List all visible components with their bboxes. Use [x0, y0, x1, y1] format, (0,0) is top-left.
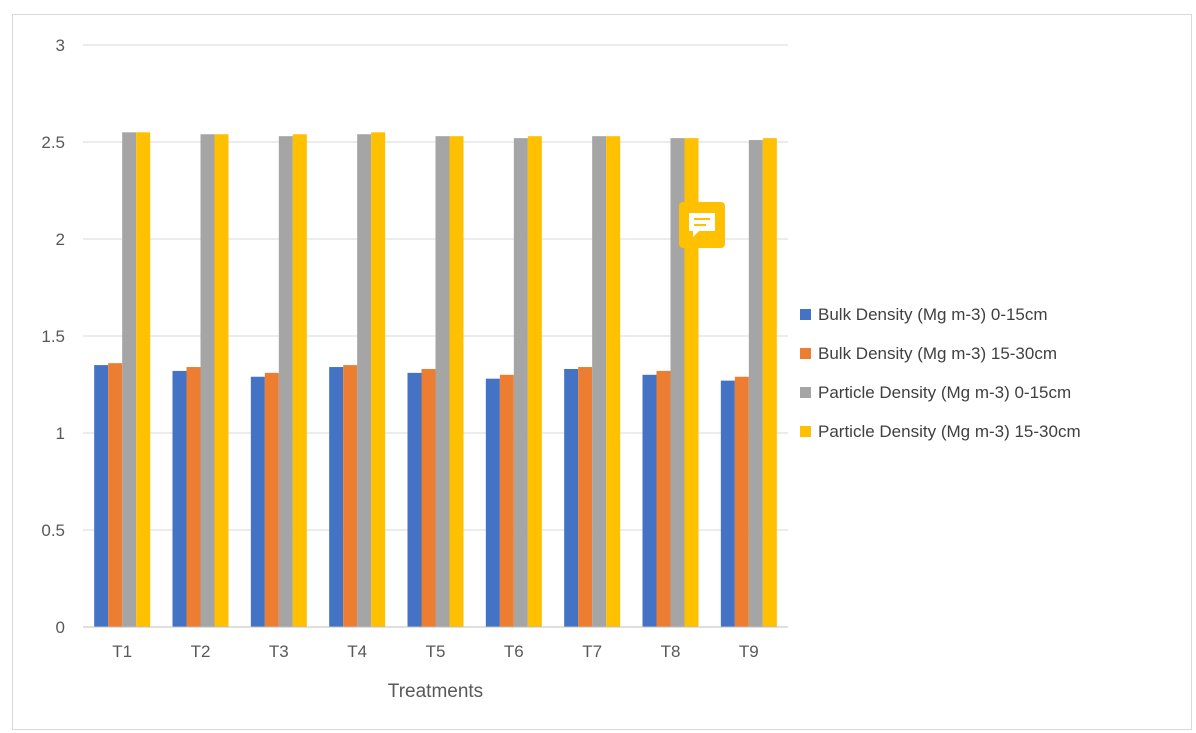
x-tick-label: T3 [269, 642, 289, 661]
legend-label: Particle Density (Mg m-3) 15-30cm [818, 422, 1081, 441]
bar [578, 367, 593, 627]
bar [592, 136, 607, 627]
bar [527, 136, 542, 627]
bar [407, 372, 422, 627]
x-tick-label: T1 [112, 642, 132, 661]
bar [186, 367, 201, 627]
x-tick-label: T4 [347, 642, 367, 661]
bar [122, 132, 137, 628]
bar [329, 367, 344, 627]
bar [513, 138, 528, 627]
bar [748, 140, 763, 627]
bar [499, 374, 514, 627]
y-tick-label: 0 [56, 618, 65, 637]
bar [734, 376, 749, 627]
bar [449, 136, 464, 627]
legend-swatch [800, 426, 811, 437]
bar [108, 363, 123, 627]
comment-icon[interactable] [679, 202, 725, 248]
legend-label: Particle Density (Mg m-3) 0-15cm [818, 383, 1071, 402]
x-axis-ticks: T1 T2 T3 T4 T5 T6 T7 T8 T9 [112, 642, 759, 661]
y-tick-label: 3 [56, 36, 65, 55]
legend: Bulk Density (Mg m-3) 0-15cm Bulk Density… [800, 305, 1081, 441]
x-tick-label: T5 [426, 642, 446, 661]
legend-swatch [800, 348, 811, 359]
y-tick-label: 2 [56, 230, 65, 249]
legend-label: Bulk Density (Mg m-3) 15-30cm [818, 344, 1057, 363]
bar [264, 372, 279, 627]
bar [762, 138, 777, 627]
bar [656, 370, 671, 627]
bar [136, 132, 151, 628]
bar [214, 134, 229, 627]
chart-area: 0 0.5 1 1.5 2 2.5 3 T1 T2 T3 T4 T5 T6 T7 T8 T9 Treatme… [12, 14, 1192, 730]
x-tick-label: T9 [739, 642, 759, 661]
bar [485, 378, 500, 627]
bar [606, 136, 621, 627]
x-tick-label: T7 [582, 642, 602, 661]
y-tick-label: 1 [56, 424, 65, 443]
bar-chart: 0 0.5 1 1.5 2 2.5 3 T1 T2 T3 T4 T5 T6 T7 T8 T9 Treatme… [41, 36, 1081, 702]
x-tick-label: T2 [191, 642, 211, 661]
bar [94, 365, 109, 627]
y-tick-label: 0.5 [41, 521, 65, 540]
bar [172, 370, 187, 627]
y-tick-label: 2.5 [41, 133, 65, 152]
bar [357, 134, 372, 627]
legend-label: Bulk Density (Mg m-3) 0-15cm [818, 305, 1048, 324]
bar [642, 374, 657, 627]
bar [250, 376, 265, 627]
bar [670, 138, 685, 627]
legend-swatch [800, 309, 811, 320]
x-tick-label: T6 [504, 642, 524, 661]
bar [200, 134, 215, 627]
bar [421, 368, 436, 627]
y-axis-ticks: 0 0.5 1 1.5 2 2.5 3 [41, 36, 65, 637]
bar [564, 368, 579, 627]
bar [720, 380, 735, 627]
x-axis-title: Treatments [388, 681, 483, 702]
bar [371, 132, 386, 628]
bar [278, 136, 293, 627]
bar [435, 136, 450, 627]
bar [292, 134, 307, 627]
bar [343, 365, 358, 627]
x-tick-label: T8 [661, 642, 681, 661]
bars [94, 132, 777, 628]
bar [684, 138, 699, 627]
y-tick-label: 1.5 [41, 327, 65, 346]
legend-swatch [800, 387, 811, 398]
